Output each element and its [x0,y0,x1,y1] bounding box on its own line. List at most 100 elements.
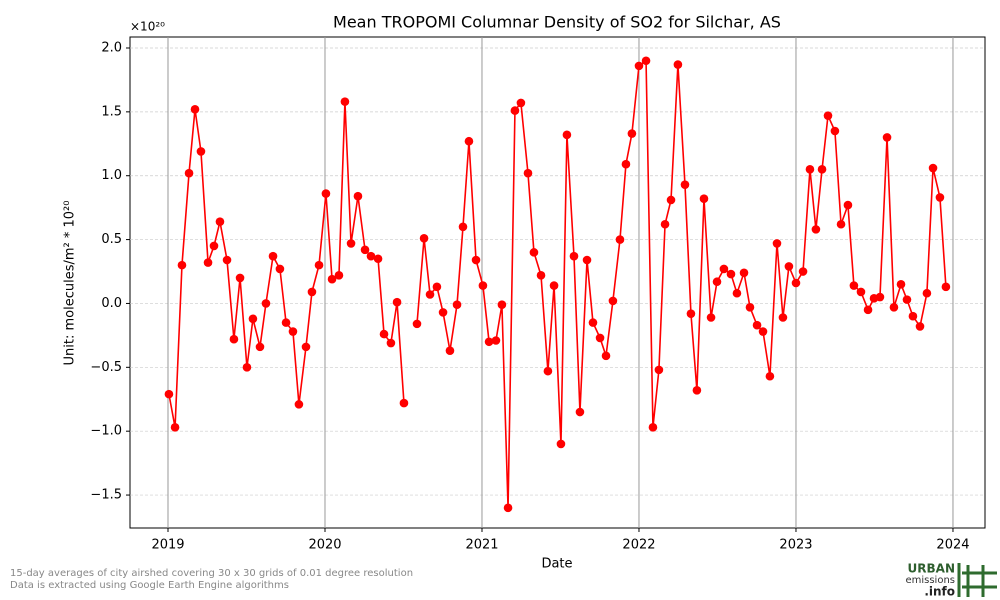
data-point [209,241,219,251]
data-point [836,219,846,229]
y-axis-label: Unit: molecules/m² * 10²⁰ [63,201,78,366]
data-point [817,165,827,174]
data-point [229,334,239,344]
y-tick-label: 1.0 [101,168,122,183]
data-point [615,235,625,244]
data-point [739,268,749,278]
data-point [556,439,566,449]
data-point [484,337,494,347]
data-point [805,165,815,174]
logo-mark [957,563,997,597]
data-point [849,281,859,290]
data-point [536,271,546,280]
data-point [686,309,696,318]
data-point [543,366,553,376]
logo-text: emissions [905,575,955,586]
data-point [712,277,722,287]
data-point [830,126,840,136]
data-point [464,136,474,146]
data-point [503,503,513,513]
x-tick-label: 2022 [622,538,655,553]
data-point [595,333,605,343]
y-tick-label: 2.0 [101,40,122,55]
data-point [798,267,808,276]
data-point [386,338,396,348]
data-point [896,279,906,289]
data-point [419,234,429,243]
data-point [719,264,729,274]
data-point [412,319,422,329]
data-point [399,398,409,408]
data-point [235,273,245,283]
data-point [164,389,174,399]
x-tick-label: 2023 [779,538,812,553]
data-point [177,260,187,270]
data-point [935,193,945,202]
data-point [452,300,462,310]
x-tick-label: 2020 [308,538,341,553]
logo-text: URBAN [908,562,955,576]
data-point [569,251,579,261]
data-point [752,320,762,330]
x-axis-label: Date [541,557,572,572]
data-point [458,222,468,232]
data-point [196,147,206,156]
y-tick-label: 1.5 [101,104,122,119]
data-point [680,180,690,189]
y-tick-label: −0.5 [90,360,122,375]
data-point [765,371,775,381]
data-point [634,61,644,71]
data-point [340,97,350,106]
data-point [726,269,736,279]
data-point [392,297,402,307]
data-point [601,351,611,361]
x-tick-label: 2019 [151,538,184,553]
data-point [516,98,526,108]
data-point [778,313,788,322]
data-point [608,296,618,306]
data-point [261,299,271,308]
data-point [432,282,442,292]
data-point [248,314,258,324]
data-point [673,60,683,69]
x-tick-label: 2024 [936,538,969,553]
data-point [875,292,885,302]
data-point [549,281,559,290]
data-point [562,130,572,140]
data-point [307,287,317,297]
data-point [928,163,938,173]
data-point [941,282,951,292]
chart-title: Mean TROPOMI Columnar Density of SO2 for… [333,13,781,32]
data-point [582,255,592,265]
data-point [170,423,180,432]
data-point [745,302,755,312]
data-point [445,346,455,356]
data-point [791,278,801,288]
data-point [654,365,664,375]
data-point [529,248,539,257]
data-point [321,189,331,198]
data-point [784,262,794,271]
data-point [184,168,194,178]
data-point [523,168,533,178]
data-point [281,318,291,327]
y-tick-label: −1.0 [90,424,122,439]
data-point [314,260,324,270]
logo-text: .info [924,585,955,599]
data-point [288,327,298,336]
data-point [706,313,716,322]
data-point [222,255,232,265]
data-point [353,191,363,201]
data-point [915,322,925,331]
data-point [889,302,899,312]
plot-frame [129,36,986,529]
data-point [772,239,782,248]
data-point [863,305,873,315]
y-tick-label: 0.0 [101,296,122,311]
data-point [699,194,709,204]
data-point [301,342,311,352]
data-point [692,386,702,395]
data-point [856,287,866,297]
data-point [366,251,376,261]
